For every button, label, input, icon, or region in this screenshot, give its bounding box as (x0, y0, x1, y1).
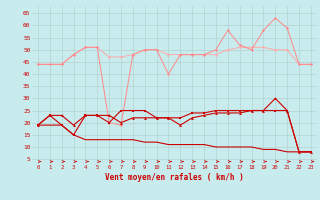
X-axis label: Vent moyen/en rafales ( km/h ): Vent moyen/en rafales ( km/h ) (105, 173, 244, 182)
